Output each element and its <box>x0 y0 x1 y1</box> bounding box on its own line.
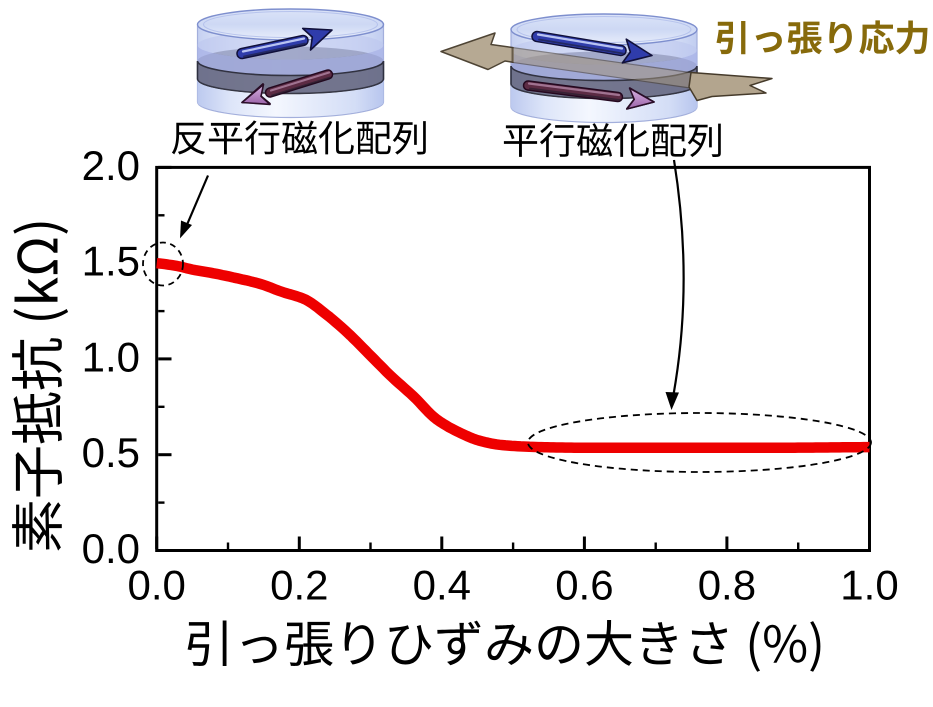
svg-text:1.5: 1.5 <box>82 238 140 285</box>
svg-text:0.0: 0.0 <box>82 525 140 572</box>
svg-text:0.6: 0.6 <box>555 562 613 609</box>
svg-text:2.0: 2.0 <box>82 142 140 189</box>
svg-text:0.5: 0.5 <box>82 429 140 476</box>
svg-text:1.0: 1.0 <box>82 333 140 380</box>
svg-text:0.0: 0.0 <box>128 562 186 609</box>
svg-text:0.2: 0.2 <box>270 562 328 609</box>
svg-text:0.8: 0.8 <box>698 562 756 609</box>
svg-text:0.4: 0.4 <box>413 562 471 609</box>
svg-text:1.0: 1.0 <box>840 562 898 609</box>
